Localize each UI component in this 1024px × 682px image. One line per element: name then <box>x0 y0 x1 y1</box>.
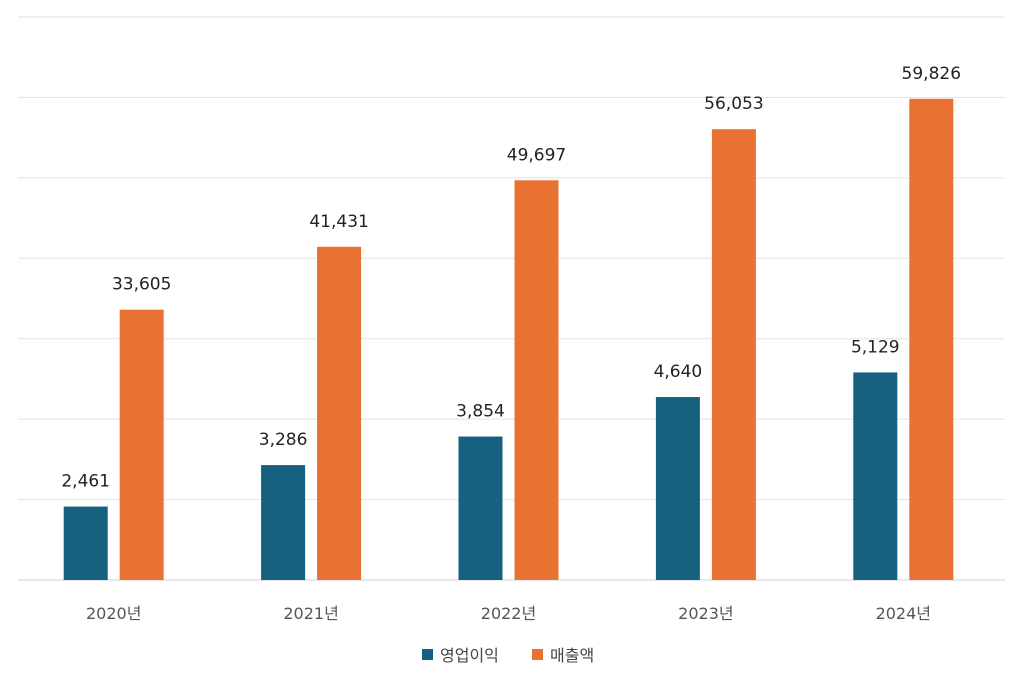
data-label: 59,826 <box>902 64 961 84</box>
data-label: 4,640 <box>654 362 703 382</box>
legend-swatch <box>532 649 543 660</box>
bar-revenue <box>317 246 362 581</box>
bar-operating-profit <box>63 506 108 580</box>
data-label: 33,605 <box>112 275 171 295</box>
data-label: 3,286 <box>259 430 308 450</box>
data-label: 5,129 <box>851 337 900 357</box>
bar-operating-profit <box>261 465 306 580</box>
bar-revenue <box>909 98 954 580</box>
bar-revenue <box>514 180 559 580</box>
data-label: 3,854 <box>456 402 505 422</box>
bar-revenue <box>711 129 756 581</box>
x-tick-label: 2023년 <box>678 604 733 623</box>
x-tick-label: 2021년 <box>283 604 338 623</box>
bar-revenue <box>119 309 164 580</box>
legend-label: 매출액 <box>550 646 594 665</box>
x-tick-label: 2020년 <box>86 604 141 623</box>
x-tick-label: 2024년 <box>876 604 931 623</box>
bar-operating-profit <box>853 372 898 580</box>
legend-swatch <box>422 649 433 660</box>
data-label: 56,053 <box>704 94 763 114</box>
data-label: 49,697 <box>507 145 566 165</box>
bar-operating-profit <box>655 397 700 580</box>
data-label: 2,461 <box>61 472 110 492</box>
x-tick-label: 2022년 <box>481 604 536 623</box>
data-label: 41,431 <box>309 212 368 232</box>
legend-label: 영업이익 <box>440 646 499 665</box>
bar-operating-profit <box>458 436 503 580</box>
